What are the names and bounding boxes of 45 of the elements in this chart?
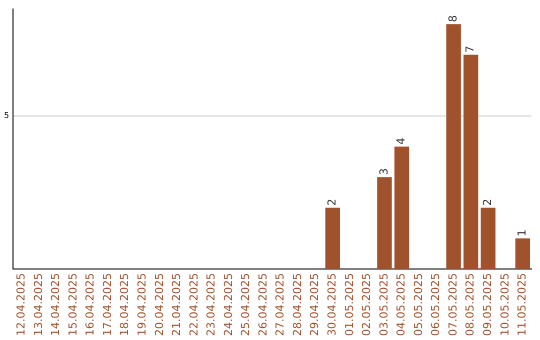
x-tick-label: 11.05.2025 bbox=[516, 273, 529, 336]
x-tick-label: 08.05.2025 bbox=[464, 273, 477, 336]
data-label: 7 bbox=[464, 46, 477, 53]
x-tick-label: 12.04.2025 bbox=[14, 273, 28, 336]
x-tick-label: 26.04.2025 bbox=[256, 273, 270, 336]
data-label: 4 bbox=[394, 138, 408, 145]
x-tick-label: 06.05.2025 bbox=[429, 273, 442, 336]
x-tick-label: 30.04.2025 bbox=[326, 273, 339, 336]
x-tick-label: 28.04.2025 bbox=[290, 273, 304, 336]
bar bbox=[480, 208, 496, 270]
data-label: 2 bbox=[480, 198, 494, 206]
x-tick-label: 27.04.2025 bbox=[274, 273, 287, 336]
x-tick-label: 04.05.2025 bbox=[394, 273, 408, 336]
data-label: 8 bbox=[446, 15, 460, 22]
bar bbox=[464, 54, 478, 270]
x-tick-label: 15.04.2025 bbox=[66, 273, 80, 336]
x-tick-label: 02.05.2025 bbox=[360, 273, 374, 336]
bar bbox=[446, 24, 461, 270]
x-tick-label: 01.05.2025 bbox=[342, 273, 356, 336]
x-tick-label: 23.04.2025 bbox=[204, 273, 218, 336]
x-tick-label: 19.04.2025 bbox=[136, 273, 149, 336]
bar bbox=[325, 208, 340, 270]
data-label: 2 bbox=[326, 198, 339, 206]
x-tick-label: 10.05.2025 bbox=[498, 273, 512, 336]
x-tick-label: 16.04.2025 bbox=[84, 273, 97, 336]
x-tick-label: 13.04.2025 bbox=[32, 273, 45, 336]
y-tick-label: 5 bbox=[4, 111, 10, 120]
x-tick-label: 24.04.2025 bbox=[222, 273, 235, 336]
x-tick-label: 07.05.2025 bbox=[446, 273, 460, 336]
bar bbox=[377, 177, 392, 270]
data-label: 1 bbox=[516, 229, 529, 236]
x-tick-label: 05.05.2025 bbox=[412, 273, 425, 336]
x-tick-label: 14.04.2025 bbox=[49, 273, 62, 336]
x-tick-label: 17.04.2025 bbox=[100, 273, 114, 336]
x-tick-label: 18.04.2025 bbox=[118, 273, 132, 336]
x-tick-label: 22.04.2025 bbox=[187, 273, 200, 336]
x-tick-label: 03.05.2025 bbox=[377, 273, 390, 336]
x-tick-label: 21.04.2025 bbox=[170, 273, 184, 336]
x-tick-label: 29.04.2025 bbox=[308, 273, 322, 336]
bar bbox=[515, 238, 530, 270]
data-label: 3 bbox=[377, 168, 390, 176]
x-tick-label: 25.04.2025 bbox=[239, 273, 252, 336]
bar bbox=[394, 146, 410, 270]
x-tick-label: 20.04.2025 bbox=[152, 273, 166, 336]
x-tick-label: 09.05.2025 bbox=[480, 273, 494, 336]
